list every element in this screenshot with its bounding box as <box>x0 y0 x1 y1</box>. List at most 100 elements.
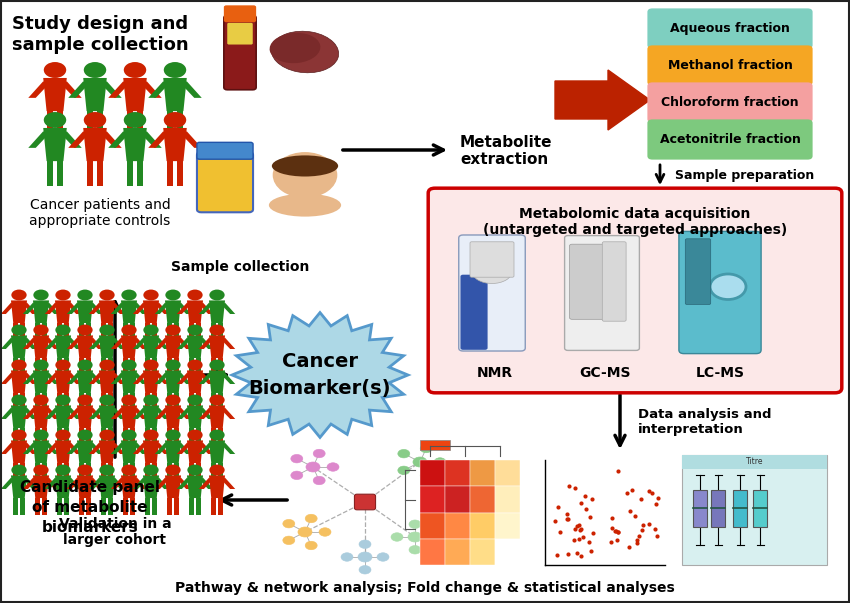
Polygon shape <box>152 463 156 480</box>
Polygon shape <box>152 393 156 410</box>
Text: Aqueous fraction: Aqueous fraction <box>670 22 790 35</box>
Polygon shape <box>196 358 201 375</box>
Polygon shape <box>46 303 60 314</box>
Text: Study design and
sample collection: Study design and sample collection <box>12 15 189 54</box>
Polygon shape <box>35 393 40 410</box>
Circle shape <box>99 289 115 300</box>
Polygon shape <box>45 443 59 454</box>
Polygon shape <box>108 81 128 98</box>
Polygon shape <box>178 443 191 454</box>
Circle shape <box>209 289 224 300</box>
Circle shape <box>291 471 303 479</box>
Circle shape <box>434 458 446 466</box>
FancyBboxPatch shape <box>603 242 626 321</box>
Polygon shape <box>62 131 82 148</box>
Polygon shape <box>163 78 187 111</box>
Polygon shape <box>177 408 190 419</box>
Polygon shape <box>127 111 133 136</box>
Text: Cancer
Biomarker(s): Cancer Biomarker(s) <box>249 352 391 398</box>
Circle shape <box>187 464 202 475</box>
Text: LC-MS: LC-MS <box>695 366 745 380</box>
FancyBboxPatch shape <box>224 16 256 90</box>
Polygon shape <box>121 440 137 463</box>
Polygon shape <box>11 370 27 393</box>
Polygon shape <box>28 131 48 148</box>
Polygon shape <box>145 428 150 445</box>
Polygon shape <box>97 111 104 136</box>
Circle shape <box>187 324 202 335</box>
Circle shape <box>44 112 66 128</box>
Polygon shape <box>33 440 49 463</box>
Circle shape <box>99 394 115 405</box>
Circle shape <box>408 532 422 542</box>
Polygon shape <box>111 478 125 489</box>
Circle shape <box>427 532 439 541</box>
Bar <box>470 538 495 565</box>
Polygon shape <box>24 338 37 349</box>
Circle shape <box>319 528 331 536</box>
Circle shape <box>166 289 181 300</box>
Polygon shape <box>165 405 181 428</box>
Polygon shape <box>148 81 168 98</box>
Polygon shape <box>123 428 127 445</box>
Circle shape <box>187 429 202 440</box>
Polygon shape <box>142 131 162 148</box>
Polygon shape <box>28 81 48 98</box>
Polygon shape <box>79 498 83 515</box>
Circle shape <box>164 112 186 128</box>
Polygon shape <box>42 323 47 340</box>
Polygon shape <box>14 323 18 340</box>
Circle shape <box>313 449 326 458</box>
Polygon shape <box>102 131 122 148</box>
Circle shape <box>11 324 26 335</box>
Polygon shape <box>218 323 223 340</box>
Polygon shape <box>24 373 37 384</box>
Bar <box>495 513 520 538</box>
Polygon shape <box>83 78 107 111</box>
Polygon shape <box>108 463 113 480</box>
Polygon shape <box>89 443 103 454</box>
Circle shape <box>358 552 372 562</box>
Text: GC-MS: GC-MS <box>579 366 631 380</box>
Polygon shape <box>65 498 69 515</box>
Bar <box>445 538 470 565</box>
Circle shape <box>77 289 93 300</box>
Bar <box>470 513 495 538</box>
Polygon shape <box>111 408 125 419</box>
Polygon shape <box>133 373 147 384</box>
Bar <box>733 490 747 526</box>
Ellipse shape <box>271 31 338 73</box>
Polygon shape <box>123 128 147 161</box>
Text: Pathway & network analysis; Fold change & statistical analyses: Pathway & network analysis; Fold change … <box>175 581 675 595</box>
Polygon shape <box>46 408 60 419</box>
Polygon shape <box>45 408 59 419</box>
Polygon shape <box>108 393 113 410</box>
Polygon shape <box>87 161 94 186</box>
Circle shape <box>33 429 48 440</box>
Circle shape <box>164 62 186 78</box>
Bar <box>495 460 520 486</box>
Polygon shape <box>88 338 102 349</box>
Polygon shape <box>218 358 223 375</box>
Circle shape <box>55 394 71 405</box>
Polygon shape <box>45 303 59 314</box>
Circle shape <box>122 324 137 335</box>
Polygon shape <box>47 161 54 186</box>
Polygon shape <box>209 335 225 358</box>
Polygon shape <box>35 498 40 515</box>
Polygon shape <box>65 393 69 410</box>
Circle shape <box>209 394 224 405</box>
Text: Metabolite
extraction: Metabolite extraction <box>460 135 552 168</box>
Circle shape <box>11 289 26 300</box>
Polygon shape <box>167 463 172 480</box>
Polygon shape <box>57 111 64 136</box>
Circle shape <box>409 546 421 554</box>
Polygon shape <box>24 443 37 454</box>
Polygon shape <box>178 408 191 419</box>
Polygon shape <box>167 358 172 375</box>
Polygon shape <box>167 393 172 410</box>
Polygon shape <box>20 323 25 340</box>
Polygon shape <box>130 358 135 375</box>
Polygon shape <box>182 81 201 98</box>
Polygon shape <box>42 463 47 480</box>
